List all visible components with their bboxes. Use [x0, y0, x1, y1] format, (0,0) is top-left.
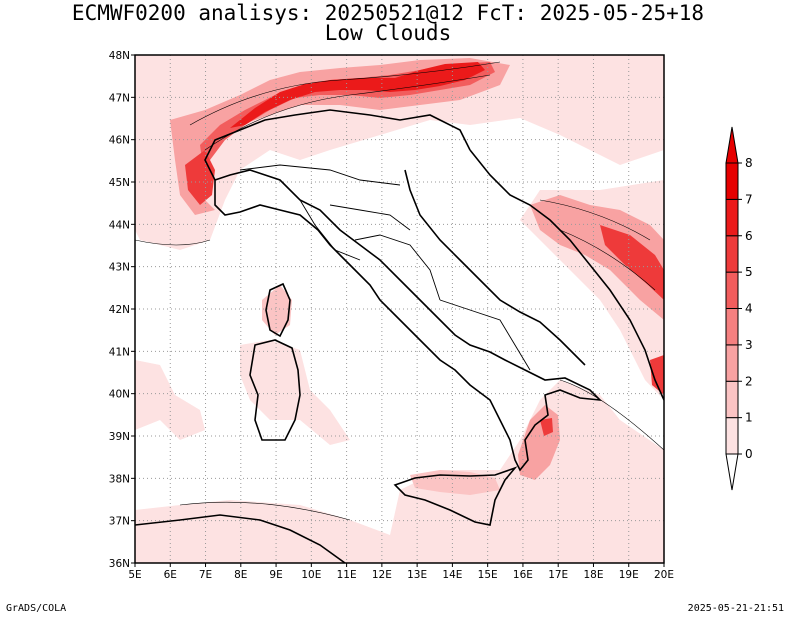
colorbar-segment [725, 344, 739, 382]
lon-tick-label: 19E [619, 569, 639, 581]
colorbar-label: 1 [745, 411, 753, 425]
colorbar-label: 3 [745, 338, 753, 352]
colorbar-segment [725, 417, 739, 455]
region-border-apennines [329, 204, 411, 231]
lon-tick-label: 13E [407, 569, 427, 581]
cloud-area-balkans [530, 195, 664, 320]
balkan-coastline [469, 149, 664, 401]
contour-sea [135, 239, 211, 246]
colorbar-label: 0 [745, 447, 753, 461]
lon-tick-label: 9E [269, 569, 282, 581]
lat-tick-label: 47N [109, 92, 130, 104]
colorbar-arrow-max [725, 126, 739, 164]
colorbar-label: 4 [745, 302, 753, 316]
lon-tick-label: 8E [234, 569, 247, 581]
region-border-north [239, 164, 401, 186]
lat-tick-label: 42N [109, 304, 130, 316]
longitude-axis: 5E 6E 7E 8E 9E 10E 11E 12E 13E 14E 15E 16E 17E 18E 19E… [128, 563, 674, 581]
colorbar-label: 6 [745, 229, 753, 243]
lon-tick-label: 6E [164, 569, 177, 581]
lat-tick-label: 37N [109, 516, 130, 528]
lon-tick-label: 10E [301, 569, 321, 581]
lat-tick-label: 44N [109, 219, 130, 231]
coastlines [135, 109, 664, 563]
lat-tick-label: 40N [109, 389, 130, 401]
lon-tick-label: 5E [128, 569, 141, 581]
region-border-center [354, 234, 441, 301]
contour-balkans-2 [559, 229, 656, 291]
lat-tick-label: 36N [109, 558, 130, 570]
lon-tick-label: 12E [372, 569, 392, 581]
cloud-area-balkans-core [600, 225, 664, 300]
lat-tick-label: 43N [109, 262, 130, 274]
footer-credit: GrADS/COLA [6, 603, 67, 614]
region-border-tuscany [299, 199, 361, 261]
cloud-area-calabria-core [540, 418, 553, 436]
lat-tick-label: 38N [109, 473, 130, 485]
colorbar-segment [725, 308, 739, 346]
colorbar-label: 8 [745, 156, 753, 170]
cloud-area-alps-mid [200, 62, 495, 180]
lat-tick-label: 45N [109, 177, 130, 189]
latitude-axis: 36N 37N 38N 39N 40N 41N 42N 43N 44N 45N 46N 47N 48N [109, 50, 135, 570]
contour-alps-2 [204, 74, 491, 151]
cloud-area-corsica [262, 285, 292, 335]
lon-tick-label: 7E [199, 569, 212, 581]
corsica-coastline [265, 282, 291, 338]
africa-coastline [135, 514, 346, 563]
colorbar-segment [725, 380, 739, 419]
colorbar-label: 2 [745, 374, 753, 388]
map-title: ECMWF0200 analisys: 20250521@12 FcT: 202… [71, 1, 705, 25]
colorbar-segment [725, 271, 739, 309]
sardinia-coastline [249, 339, 301, 441]
sicily-coastline [393, 466, 518, 526]
map-subtitle: Low Clouds [324, 21, 452, 45]
contour-lines [135, 61, 664, 521]
lon-tick-label: 14E [442, 569, 462, 581]
alps-border [204, 109, 471, 181]
contour-south [179, 501, 351, 521]
lon-tick-label: 16E [513, 569, 533, 581]
contour-alps-1 [189, 61, 501, 126]
colorbar-arrow-min [725, 453, 739, 491]
cloud-area-alps-core [230, 62, 485, 128]
colorbar-segment [725, 162, 739, 200]
lat-tick-label: 46N [109, 135, 130, 147]
lat-tick-label: 39N [109, 431, 130, 443]
lon-tick-label: 17E [548, 569, 568, 581]
cloud-area-sardinia [240, 340, 350, 445]
contour-ionian [559, 379, 664, 451]
lon-tick-label: 20E [654, 569, 674, 581]
lon-tick-label: 11E [337, 569, 357, 581]
lat-tick-label: 48N [109, 50, 130, 62]
lon-tick-label: 18E [583, 569, 603, 581]
contour-balkans-1 [539, 199, 651, 241]
region-border-south [439, 299, 531, 371]
colorbar-label: 5 [745, 265, 753, 279]
adriatic-coastline [404, 169, 586, 366]
footer-timestamp: 2025-05-21-21:51 [687, 603, 784, 614]
lat-tick-label: 41N [109, 346, 130, 358]
colorbar-segment [725, 198, 739, 237]
region-borders [239, 164, 531, 371]
map-gridlines [135, 55, 664, 563]
colorbar: 0 1 2 3 4 5 6 7 8 [725, 126, 753, 491]
cloud-area-albania [650, 355, 664, 395]
lon-tick-label: 15E [478, 569, 498, 581]
colorbar-segment [725, 235, 739, 273]
colorbar-label: 7 [745, 192, 753, 206]
